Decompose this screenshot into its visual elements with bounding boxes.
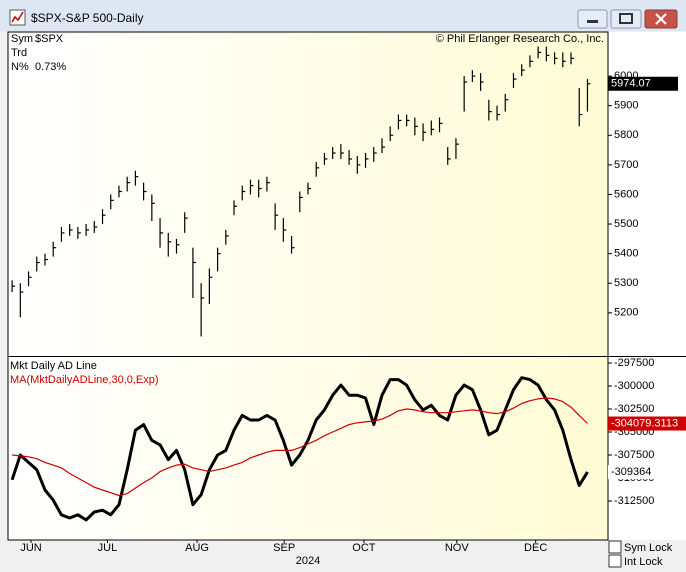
minimize-glyph bbox=[587, 20, 598, 23]
series-line bbox=[12, 397, 588, 497]
checkbox[interactable] bbox=[608, 554, 622, 568]
plot-background bbox=[8, 32, 608, 540]
checkbox[interactable] bbox=[608, 540, 622, 554]
last-value-label: -309364 bbox=[611, 466, 651, 478]
x-tick-label: DEC bbox=[524, 542, 547, 554]
y-tick-label: 5300 bbox=[614, 277, 638, 289]
y-tick-label: -302500 bbox=[614, 403, 654, 415]
y-tick-label: -312500 bbox=[614, 495, 654, 507]
checkbox-label[interactable]: Int Lock bbox=[624, 556, 663, 568]
info-label: N% bbox=[11, 61, 29, 73]
plot-area bbox=[11, 46, 591, 337]
x-tick-label: OCT bbox=[352, 542, 376, 554]
y-tick-label: 5600 bbox=[614, 188, 638, 200]
y-tick-label: 5200 bbox=[614, 307, 638, 319]
copyright: © Phil Erlanger Research Co., Inc. bbox=[436, 33, 604, 45]
legend-entry: Mkt Daily AD Line bbox=[10, 360, 97, 372]
plot-area bbox=[10, 376, 589, 522]
y-tick-label: 5800 bbox=[614, 129, 638, 141]
info-label: Sym bbox=[11, 33, 33, 45]
y-tick-label: -307500 bbox=[614, 449, 654, 461]
y-tick-label: 5500 bbox=[614, 218, 638, 230]
y-tick-label: 5900 bbox=[614, 100, 638, 112]
x-axis-label: 2024 bbox=[296, 555, 320, 567]
info-label: Trd bbox=[11, 47, 27, 59]
x-tick-label: NOV bbox=[445, 542, 470, 554]
y-tick-label: 5400 bbox=[614, 248, 638, 260]
x-tick-label: JUN bbox=[20, 542, 41, 554]
info-value: $SPX bbox=[35, 33, 64, 45]
y-tick-label: -297500 bbox=[614, 357, 654, 369]
y-tick-label: 5700 bbox=[614, 159, 638, 171]
last-value-label: 5974.07 bbox=[611, 78, 651, 90]
axis-background bbox=[608, 32, 686, 540]
close-glyph bbox=[655, 13, 667, 25]
window-buttons[interactable] bbox=[577, 9, 678, 29]
minimize-button[interactable] bbox=[577, 9, 608, 29]
last-value-box bbox=[608, 465, 686, 480]
y-tick-label: -300000 bbox=[614, 380, 654, 392]
info-value: 0.73% bbox=[35, 61, 66, 73]
title-bar bbox=[0, 0, 686, 31]
series-line bbox=[10, 376, 589, 522]
last-value-label: -304079.3113 bbox=[611, 417, 678, 429]
legend-entry: MA(MktDailyADLine,30,0,Exp) bbox=[10, 374, 159, 386]
x-tick-label: SEP bbox=[273, 542, 295, 554]
last-value-box bbox=[608, 416, 686, 431]
restore-glyph bbox=[619, 13, 633, 24]
last-value-box bbox=[608, 76, 678, 91]
info-box bbox=[9, 33, 68, 73]
x-tick-label: AUG bbox=[185, 542, 209, 554]
app-icon-glyph bbox=[11, 11, 24, 23]
x-tick-label: JUL bbox=[98, 542, 118, 554]
plot-frame bbox=[7, 31, 609, 541]
window-title: $SPX-S&P 500-Daily bbox=[31, 11, 144, 25]
checkbox-label[interactable]: Sym Lock bbox=[624, 542, 673, 554]
restore-button[interactable] bbox=[610, 9, 642, 29]
